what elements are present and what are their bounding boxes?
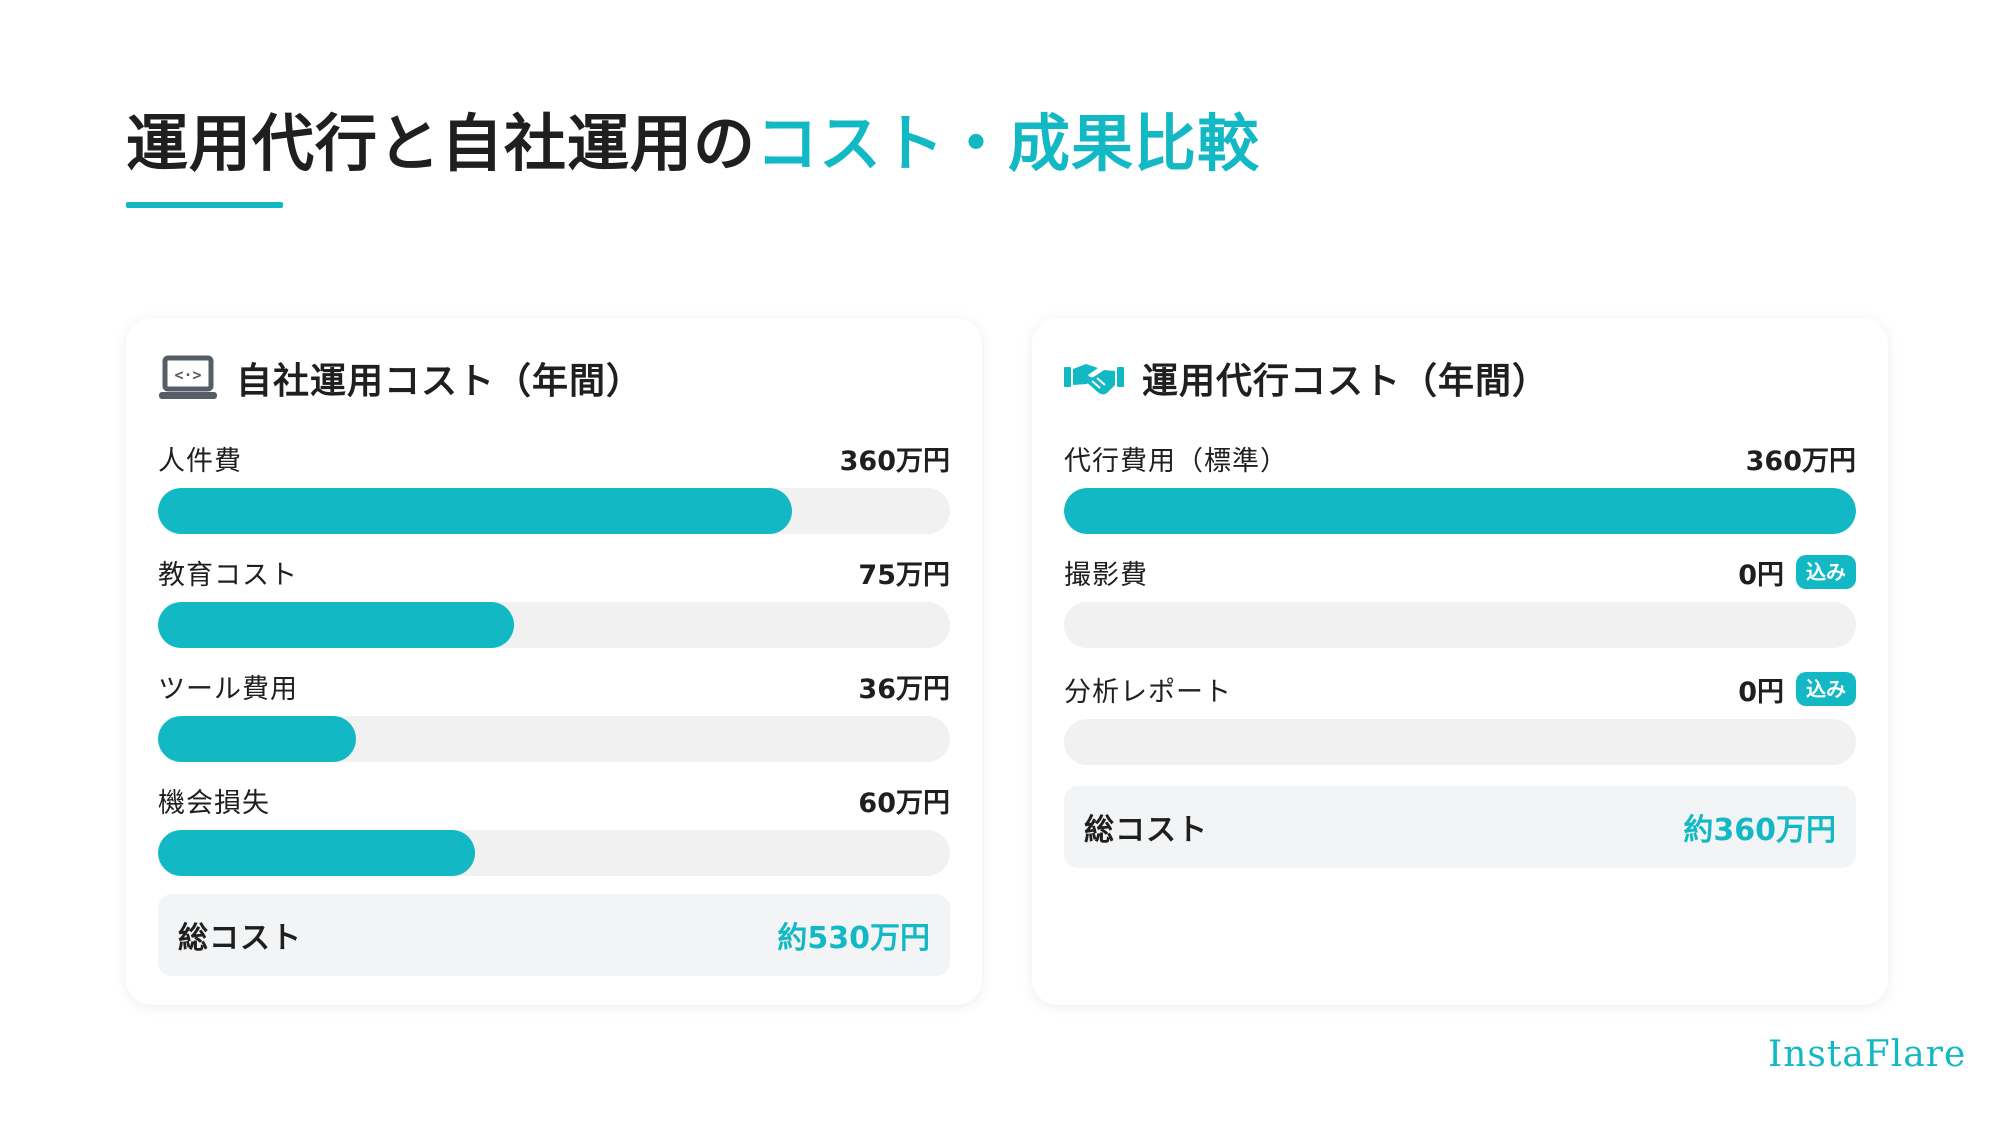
- progress-fill: [158, 830, 475, 876]
- progress-track: [1064, 602, 1856, 648]
- progress-track: [1064, 719, 1856, 765]
- item-value: 360万円: [839, 445, 950, 477]
- total-label: 総コスト: [1084, 813, 1208, 848]
- svg-text:<·>: <·>: [174, 366, 201, 384]
- included-badge: 込み: [1796, 555, 1856, 589]
- progress-track: [158, 602, 950, 648]
- progress-track: [1064, 488, 1856, 534]
- item-value: 75万円: [858, 559, 950, 591]
- card-title: 自社運用コスト（年間）: [236, 361, 644, 402]
- item-value: 36万円: [858, 673, 950, 705]
- outsourcing-cost-card: 運用代行コスト（年間） 代行費用（標準） 360万円 撮影費 0円 込み 分析レ…: [1032, 318, 1888, 1005]
- total-value: 約530万円: [777, 921, 930, 956]
- item-label: 代行費用（標準）: [1064, 445, 1288, 477]
- page-title: 運用代行と自社運用のコスト・成果比較: [126, 104, 1260, 184]
- cost-item-opportunity-loss: 機会損失 60万円: [158, 780, 950, 876]
- cost-item-training: 教育コスト 75万円: [158, 552, 950, 648]
- progress-track: [158, 488, 950, 534]
- cost-item-analytics-report: 分析レポート 0円 込み: [1064, 669, 1856, 765]
- total-value: 約360万円: [1683, 813, 1836, 848]
- progress-fill: [158, 488, 792, 534]
- item-value-group: 0円 込み: [1738, 670, 1856, 709]
- total-cost-box: 総コスト 約360万円: [1064, 786, 1856, 868]
- item-value-group: 0円 込み: [1738, 553, 1856, 592]
- progress-fill: [158, 716, 356, 762]
- cost-item-tools: ツール費用 36万円: [158, 666, 950, 762]
- card-header: 運用代行コスト（年間）: [1064, 348, 1549, 408]
- item-label: 機会損失: [158, 787, 270, 819]
- item-label: ツール費用: [158, 673, 298, 705]
- progress-fill: [158, 602, 515, 648]
- item-label: 撮影費: [1064, 559, 1148, 591]
- item-label: 人件費: [158, 445, 242, 477]
- item-value: 60万円: [858, 787, 950, 819]
- handshake-icon: [1064, 364, 1124, 395]
- item-value: 360万円: [1745, 445, 1856, 477]
- included-badge: 込み: [1796, 672, 1856, 706]
- cost-item-agency-fee: 代行費用（標準） 360万円: [1064, 438, 1856, 534]
- item-value: 0円: [1738, 676, 1784, 708]
- progress-track: [158, 716, 950, 762]
- item-label: 分析レポート: [1064, 676, 1232, 708]
- item-label: 教育コスト: [158, 559, 298, 591]
- laptop-code-icon: <·>: [159, 355, 217, 399]
- card-title: 運用代行コスト（年間）: [1142, 361, 1550, 402]
- brand-logo: InstaFlare: [1768, 1034, 1967, 1075]
- item-value: 0円: [1738, 559, 1784, 591]
- total-cost-box: 総コスト 約530万円: [158, 894, 950, 976]
- cost-item-labor: 人件費 360万円: [158, 438, 950, 534]
- total-label: 総コスト: [178, 921, 302, 956]
- in-house-cost-card: <·> 自社運用コスト（年間） 人件費 360万円 教育コスト 75万円 ツール…: [126, 318, 982, 1005]
- page-title-accent: コスト・成果比較: [756, 107, 1261, 180]
- page-title-main: 運用代行と自社運用の: [126, 107, 757, 180]
- cost-item-photography: 撮影費 0円 込み: [1064, 552, 1856, 648]
- progress-track: [158, 830, 950, 876]
- title-underline: [126, 202, 283, 208]
- card-header: <·> 自社運用コスト（年間）: [158, 348, 643, 408]
- progress-fill: [1064, 488, 1856, 534]
